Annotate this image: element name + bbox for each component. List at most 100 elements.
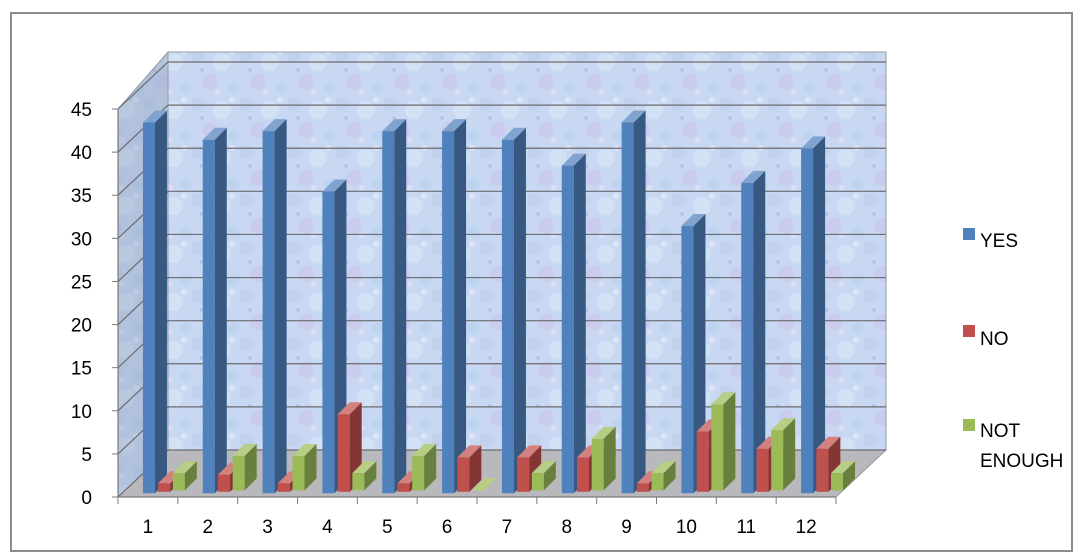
x-tick-label: 4: [322, 517, 333, 538]
bar-front: [531, 473, 544, 491]
bar-yes-12: [801, 136, 826, 494]
bar-side: [154, 110, 167, 494]
bar-not-enough-11: [771, 418, 796, 491]
bar-front: [756, 448, 769, 492]
x-tick-label: 8: [561, 517, 572, 538]
bar-side: [469, 445, 482, 492]
gridline: [117, 276, 886, 325]
y-tick-label: 35: [71, 186, 92, 207]
bar-side: [783, 418, 796, 491]
x-tick-label: 9: [621, 517, 632, 538]
y-tick-label: 20: [71, 316, 92, 337]
x-tick-label: 5: [382, 517, 393, 538]
chart-back-wall: [167, 51, 887, 451]
bar-side: [573, 153, 586, 494]
bar-side: [244, 443, 257, 491]
bar-front: [292, 455, 305, 491]
bar-not-enough-1: [172, 461, 197, 491]
bar-front: [771, 430, 784, 491]
bar-top: [172, 461, 197, 474]
bar-no-7: [517, 445, 542, 492]
y-tick-label: 5: [81, 445, 92, 466]
bar-yes-2: [202, 127, 227, 494]
legend-swatch-not-enough: [963, 419, 975, 431]
bar-side: [214, 127, 227, 494]
bar-not-enough-7: [531, 461, 556, 491]
gridline: [117, 61, 886, 110]
bar-yes-9: [621, 110, 646, 494]
bar-top: [322, 179, 347, 192]
bar-top: [442, 119, 467, 132]
bar-top: [202, 127, 227, 140]
bar-top: [142, 110, 167, 123]
bar-front: [442, 131, 455, 494]
bar-front: [232, 455, 245, 491]
bar-front: [397, 483, 410, 492]
bar-front: [577, 457, 590, 492]
bar-not-enough-3: [292, 443, 317, 491]
bar-front: [801, 148, 814, 494]
bar-front: [591, 438, 604, 491]
legend-label: ENOUGH: [980, 451, 1063, 472]
legend-swatch-yes: [963, 228, 975, 240]
legend-label: NOT: [980, 421, 1021, 442]
bar-top: [262, 119, 287, 132]
y-tick-label: 15: [71, 359, 92, 380]
bar-top: [561, 153, 586, 166]
bar-not-enough-5: [412, 443, 437, 491]
bar-yes-11: [741, 170, 766, 494]
bar-top: [472, 478, 497, 491]
bar-top: [816, 436, 841, 449]
y-tick-label: 45: [71, 100, 92, 121]
bar-yes-8: [561, 153, 586, 494]
bar-front: [277, 483, 290, 492]
x-tick-label: 11: [736, 517, 756, 538]
bar-front: [696, 431, 709, 492]
legend: YES NO NOT ENOUGH: [963, 228, 1063, 472]
bar-not-enough-2: [232, 443, 257, 491]
bar-top: [591, 426, 616, 439]
bar-front: [621, 122, 634, 494]
bar-top: [457, 445, 482, 458]
y-tick-label: 0: [81, 488, 92, 509]
gridline: [117, 363, 886, 412]
bar-front: [517, 457, 530, 492]
bar-top: [382, 119, 407, 132]
bar-side: [274, 119, 287, 494]
bar-top: [771, 418, 796, 431]
bar-side: [753, 170, 766, 494]
bars: [142, 110, 856, 494]
legend-swatch-no: [963, 325, 975, 337]
bar-top: [352, 461, 377, 474]
bar-front: [142, 122, 155, 494]
bar-side: [603, 426, 616, 491]
bar-top: [232, 443, 257, 456]
gridlines: [117, 61, 886, 498]
bar-side: [633, 110, 646, 494]
bar-front: [636, 483, 649, 492]
x-tick-label: 10: [676, 517, 697, 538]
bar-front: [158, 483, 171, 492]
bar-top: [337, 402, 362, 415]
x-tick-label: 1: [143, 517, 154, 538]
gridline: [117, 406, 886, 455]
bar-side: [394, 119, 407, 494]
bar-not-enough-6: [472, 478, 497, 491]
x-tick-label: 7: [502, 517, 513, 538]
bar-no-6: [457, 445, 482, 492]
bar-front: [322, 191, 335, 494]
legend-label: YES: [980, 231, 1018, 252]
legend-label: NO: [980, 329, 1009, 350]
bar-not-enough-4: [352, 461, 377, 491]
y-tick-label: 25: [71, 272, 92, 293]
gridline: [117, 233, 886, 282]
bar-not-enough-12: [831, 461, 856, 491]
bar-side: [454, 119, 467, 494]
bar-top: [531, 461, 556, 474]
bar-side: [543, 461, 556, 491]
x-tick-label: 2: [202, 517, 213, 538]
y-tick-label: 40: [71, 143, 92, 164]
x-tick-label: 12: [796, 517, 817, 538]
bar-side: [723, 392, 736, 491]
